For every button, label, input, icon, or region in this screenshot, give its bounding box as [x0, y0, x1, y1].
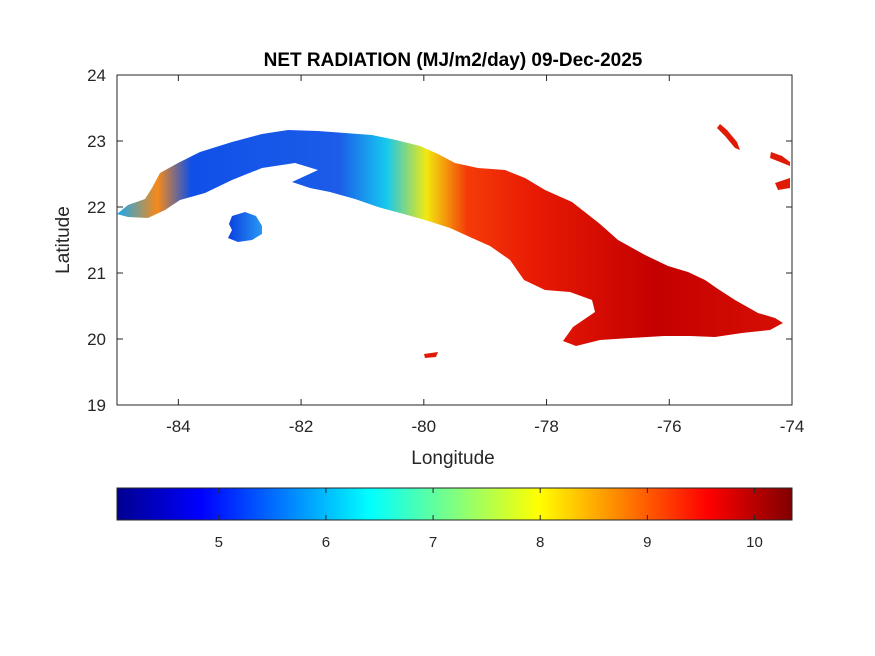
x-tick-label: -84 [166, 417, 191, 436]
colorbar-tick-label: 5 [215, 534, 223, 551]
plot-frame [116, 74, 793, 406]
colorbar: 5 6 7 8 9 10 [116, 487, 793, 551]
isla-de-la-juventud [228, 212, 262, 242]
x-axis: -84 -82 -80 -78 -76 -74 [166, 75, 804, 436]
colorbar-tick-label: 10 [746, 534, 763, 551]
chart-title: NET RADIATION (MJ/m2/day) 09-Dec-2025 [264, 50, 643, 71]
y-tick-label: 21 [87, 264, 106, 283]
y-tick-label: 20 [87, 330, 106, 349]
map-layer [117, 124, 790, 358]
x-tick-label: -80 [412, 417, 437, 436]
y-axis-label: Latitude [53, 206, 74, 274]
colorbar-tick-label: 7 [429, 534, 437, 551]
y-tick-label: 24 [87, 66, 106, 85]
northeast-coast-strip [717, 124, 740, 150]
y-tick-label: 23 [87, 132, 106, 151]
x-tick-label: -76 [657, 417, 682, 436]
colorbar-tick-label: 8 [536, 534, 544, 551]
colorbar-tick-label: 9 [643, 534, 651, 551]
colorbar-tick-label: 6 [322, 534, 330, 551]
x-tick-label: -78 [534, 417, 559, 436]
x-axis-label: Longitude [411, 448, 494, 469]
x-tick-label: -74 [780, 417, 805, 436]
plot-area [116, 74, 793, 406]
east-coast-strip [770, 152, 790, 166]
y-axis: 19 20 21 22 23 24 [87, 66, 792, 415]
x-tick-label: -82 [289, 417, 314, 436]
south-cay [424, 352, 438, 358]
colorbar-ticks: 5 6 7 8 9 10 [215, 488, 763, 551]
colorbar-gradient [116, 487, 793, 521]
east-cape [775, 178, 790, 190]
y-tick-label: 22 [87, 198, 106, 217]
plot-background [117, 75, 792, 405]
y-tick-label: 19 [87, 396, 106, 415]
cuba-mainland [117, 130, 783, 346]
